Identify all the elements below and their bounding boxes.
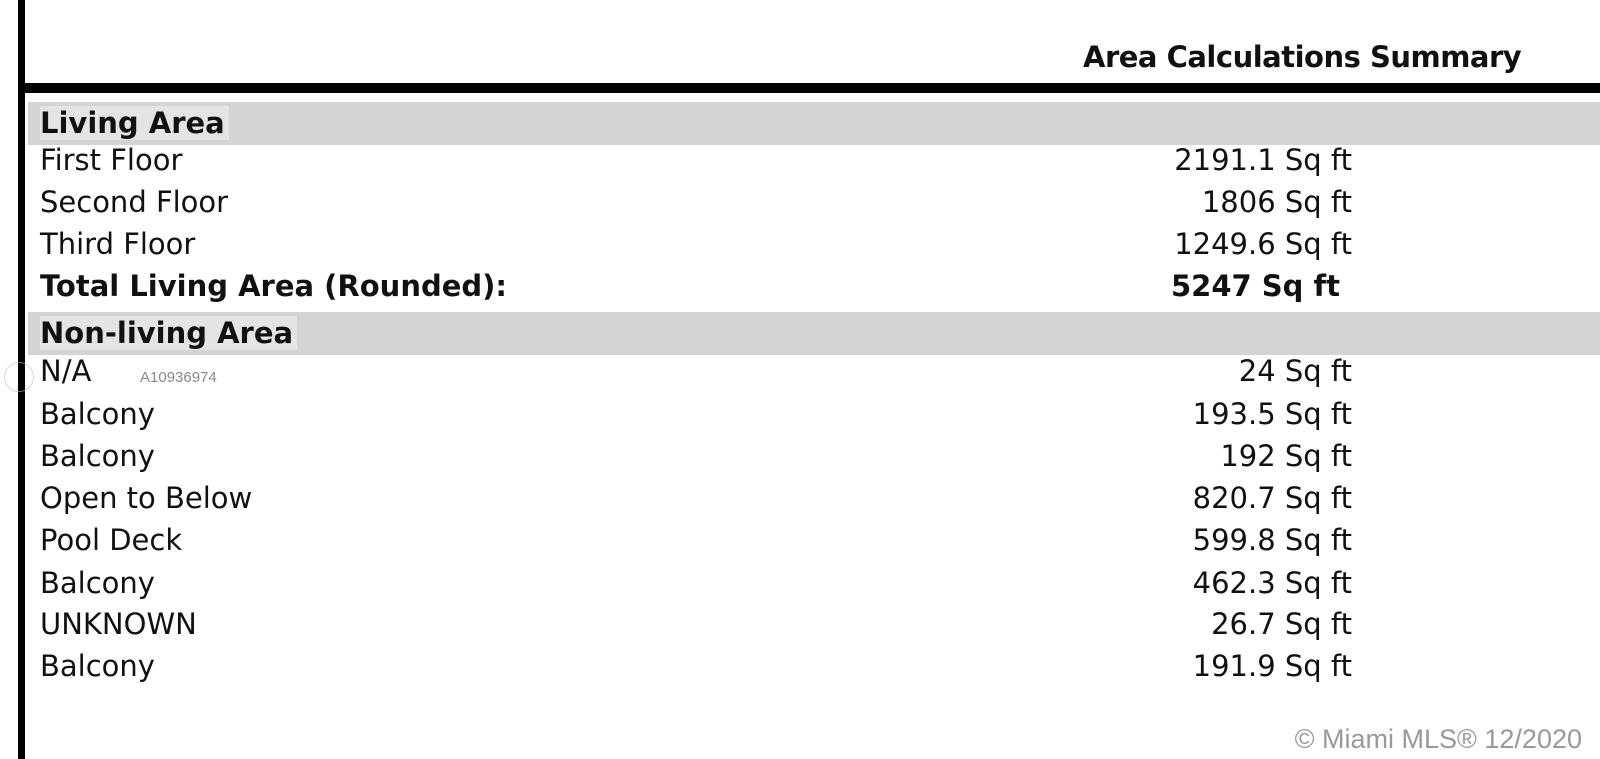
- row-value: 192 Sq ft: [1220, 439, 1352, 473]
- row-value: 2191.1 Sq ft: [1174, 143, 1352, 177]
- table-row: Balcony 193.5 Sq ft: [40, 397, 1440, 437]
- section-heading: Living Area: [40, 106, 229, 140]
- row-value: 5247 Sq ft: [1170, 269, 1340, 303]
- row-label: UNKNOWN: [40, 607, 197, 641]
- table-row: Third Floor 1249.6 Sq ft: [40, 227, 1440, 267]
- row-label: Balcony: [40, 649, 155, 683]
- row-label: Pool Deck: [40, 523, 183, 557]
- section-heading: Non-living Area: [40, 316, 298, 350]
- table-row: Open to Below 820.7 Sq ft: [40, 481, 1440, 521]
- row-value: 1806 Sq ft: [1201, 185, 1352, 219]
- row-value: 26.7 Sq ft: [1211, 607, 1352, 641]
- section-living-area: Living Area: [28, 102, 1600, 145]
- table-row: Balcony 462.3 Sq ft: [40, 566, 1440, 606]
- watermark-logo-icon: [4, 362, 34, 392]
- row-label: Second Floor: [40, 185, 229, 219]
- page-title: Area Calculations Summary: [1083, 40, 1522, 74]
- header-rule: [25, 83, 1600, 93]
- row-value: 191.9 Sq ft: [1192, 649, 1352, 683]
- table-row: Pool Deck 599.8 Sq ft: [40, 523, 1440, 563]
- row-label: First Floor: [40, 143, 183, 177]
- table-row: N/A 24 Sq ft: [40, 354, 1440, 394]
- section-non-living-area: Non-living Area: [28, 312, 1600, 355]
- row-value: 1249.6 Sq ft: [1174, 227, 1352, 261]
- table-row: Second Floor 1806 Sq ft: [40, 185, 1440, 225]
- total-row: Total Living Area (Rounded): 5247 Sq ft: [40, 269, 1440, 309]
- table-row: First Floor 2191.1 Sq ft: [40, 143, 1440, 183]
- row-label: Open to Below: [40, 481, 253, 515]
- table-row: Balcony 191.9 Sq ft: [40, 649, 1440, 689]
- row-value: 820.7 Sq ft: [1192, 481, 1352, 515]
- row-label: Third Floor: [40, 227, 196, 261]
- row-value: 462.3 Sq ft: [1192, 566, 1352, 600]
- table-row: UNKNOWN 26.7 Sq ft: [40, 607, 1440, 647]
- copyright-notice: © Miami MLS® 12/2020: [1294, 724, 1582, 754]
- row-label: Balcony: [40, 397, 155, 431]
- row-label: Balcony: [40, 439, 155, 473]
- row-label: N/A: [40, 354, 92, 388]
- row-label: Total Living Area (Rounded):: [40, 269, 508, 303]
- table-row: Balcony 192 Sq ft: [40, 439, 1440, 479]
- row-value: 193.5 Sq ft: [1192, 397, 1352, 431]
- row-label: Balcony: [40, 566, 155, 600]
- watermark-id: A10936974: [140, 369, 217, 386]
- row-value: 24 Sq ft: [1238, 354, 1352, 388]
- row-value: 599.8 Sq ft: [1192, 523, 1352, 557]
